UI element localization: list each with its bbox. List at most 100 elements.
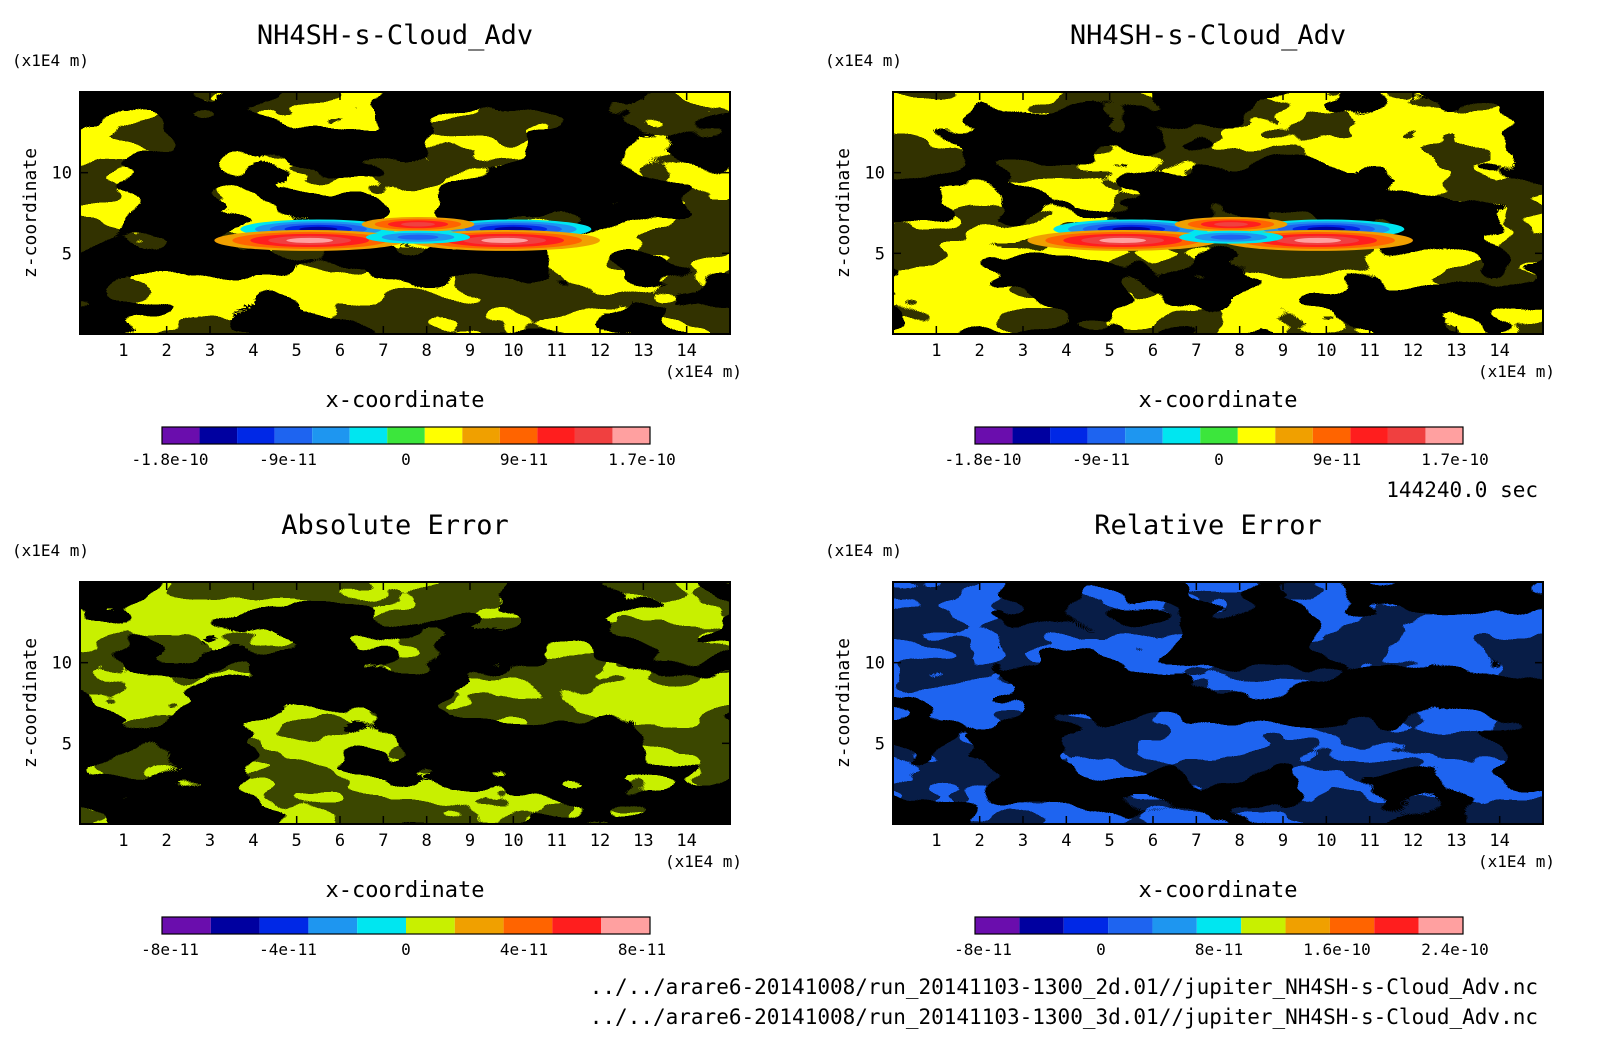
colorbar-swatch: [210, 917, 260, 934]
colorbar-swatch: [1312, 427, 1351, 444]
x-tick-label: 4: [248, 831, 258, 851]
colorbar-swatch: [462, 427, 500, 444]
x-tick-label: 11: [546, 341, 566, 361]
x-tick-label: 12: [590, 831, 610, 851]
x-axis-label: x-coordinate: [1139, 878, 1298, 903]
x-tick-label: 1: [931, 341, 941, 361]
file-path-1: ../../arare6-20141008/run_20141103-1300_…: [590, 975, 1538, 999]
x-tick-label: 6: [1148, 341, 1158, 361]
colorbar-swatch: [1387, 427, 1426, 444]
colorbar-swatch: [1418, 917, 1463, 934]
anomaly-3-level-5: [1099, 237, 1147, 243]
y-unit-label: (x1E4 m): [12, 51, 89, 70]
x-tick-label: 2: [162, 831, 172, 851]
colorbar-tick-label: -9e-11: [259, 450, 317, 469]
colorbar: -8e-11 0 8e-11 1.6e-10 2.4e-10: [954, 916, 1489, 959]
x-tick-label: 6: [1148, 831, 1158, 851]
colorbar-tick-label: 0: [1096, 940, 1106, 959]
colorbar-swatch: [612, 427, 650, 444]
colorbar-swatch: [312, 427, 350, 444]
colorbar-swatch: [454, 917, 504, 934]
colorbar-tick-label: 1.7e-10: [608, 450, 675, 469]
x-tick-label: 1: [118, 831, 128, 851]
anomaly-6-level-3: [397, 234, 439, 240]
panel-2: NH4SH-s-Cloud_Adv (x1E4 m) (x1E4 m) x-coord…: [825, 20, 1555, 469]
x-tick-label: 2: [975, 831, 985, 851]
heatmap-field: [893, 582, 1543, 824]
colorbar: -8e-11 -4e-11 0 4e-11 8e-11: [141, 916, 666, 959]
x-tick-label: 10: [1316, 831, 1336, 851]
colorbar-swatch: [357, 917, 406, 934]
colorbar-tick-label: 9e-11: [500, 450, 548, 469]
x-tick-label: 9: [465, 831, 475, 851]
plot-frame: [892, 91, 1544, 335]
colorbar-tick-label: 0: [401, 450, 411, 469]
x-tick-label: 3: [205, 831, 215, 851]
colorbar-swatch: [601, 917, 650, 934]
x-tick-label: 3: [205, 341, 215, 361]
heatmap-field: [80, 92, 730, 334]
colorbar-swatch: [1063, 917, 1109, 934]
colorbar-swatch: [1196, 917, 1242, 934]
colorbar-swatch: [975, 427, 1013, 444]
anomaly-3-level-5: [286, 237, 334, 243]
x-tick-label: 7: [378, 831, 388, 851]
panel-4: Relative Error (x1E4 m) (x1E4 m) x-coordina…: [825, 510, 1555, 959]
colorbar-swatch: [387, 427, 425, 444]
colorbar-swatch: [199, 427, 238, 444]
colorbar-tick-label: -9e-11: [1072, 450, 1130, 469]
colorbar-swatch: [1374, 917, 1419, 934]
x-axis-label: x-coordinate: [326, 878, 485, 903]
colorbar-swatch: [349, 427, 388, 444]
plot-frame: [79, 91, 731, 335]
colorbar-swatch: [1019, 917, 1064, 934]
x-tick-label: 7: [1191, 831, 1201, 851]
x-tick-label: 12: [1403, 831, 1423, 851]
x-tick-label: 10: [503, 341, 523, 361]
y-tick-label: 10: [865, 654, 885, 674]
x-tick-label: 11: [546, 831, 566, 851]
panel-title: Absolute Error: [281, 510, 509, 541]
y-tick-label: 5: [875, 734, 885, 754]
x-tick-label: 10: [503, 831, 523, 851]
y-axis-label: z-coordinate: [833, 148, 854, 278]
colorbar-swatch: [574, 427, 613, 444]
x-tick-label: 14: [1489, 831, 1509, 851]
panel-title: NH4SH-s-Cloud_Adv: [1070, 20, 1346, 51]
panel-title: Relative Error: [1094, 510, 1322, 541]
colorbar-frame: [161, 426, 651, 445]
colorbar-frame: [161, 916, 651, 935]
heatmap-field: [893, 92, 1543, 334]
colorbar-swatch: [552, 917, 602, 934]
colorbar-tick-label: 2.4e-10: [1421, 940, 1488, 959]
field-patches-b: [893, 92, 1543, 334]
colorbar-swatch: [1012, 427, 1051, 444]
time-label: 144240.0 sec: [1386, 478, 1538, 502]
x-tick-label: 1: [118, 341, 128, 361]
colorbar: -1.8e-10 -9e-11 0 9e-11 1.7e-10: [944, 426, 1489, 469]
colorbar-tick-label: -1.8e-10: [944, 450, 1021, 469]
x-tick-label: 3: [1018, 341, 1028, 361]
colorbar-frame: [974, 426, 1464, 445]
anomaly-6-level-3: [1210, 234, 1252, 240]
x-tick-label: 10: [1316, 341, 1336, 361]
x-tick-label: 5: [292, 831, 302, 851]
x-tick-label: 7: [1191, 341, 1201, 361]
colorbar-tick-label: 8e-11: [618, 940, 666, 959]
file-path-2: ../../arare6-20141008/run_20141103-1300_…: [590, 1005, 1538, 1029]
x-axis-label: x-coordinate: [1139, 388, 1298, 413]
plot-frame: [892, 581, 1544, 825]
field-patches-b: [80, 92, 730, 334]
x-tick-label: 7: [378, 341, 388, 361]
x-tick-label: 4: [1061, 341, 1071, 361]
colorbar-swatch: [1108, 917, 1153, 934]
x-tick-label: 12: [1403, 341, 1423, 361]
colorbar-swatch: [424, 427, 463, 444]
y-unit-label: (x1E4 m): [12, 541, 89, 560]
heatmap-field: [80, 582, 730, 824]
x-unit-label: (x1E4 m): [1478, 362, 1555, 381]
colorbar-swatch: [162, 427, 200, 444]
colorbar-tick-label: 9e-11: [1313, 450, 1361, 469]
x-tick-label: 8: [422, 341, 432, 361]
